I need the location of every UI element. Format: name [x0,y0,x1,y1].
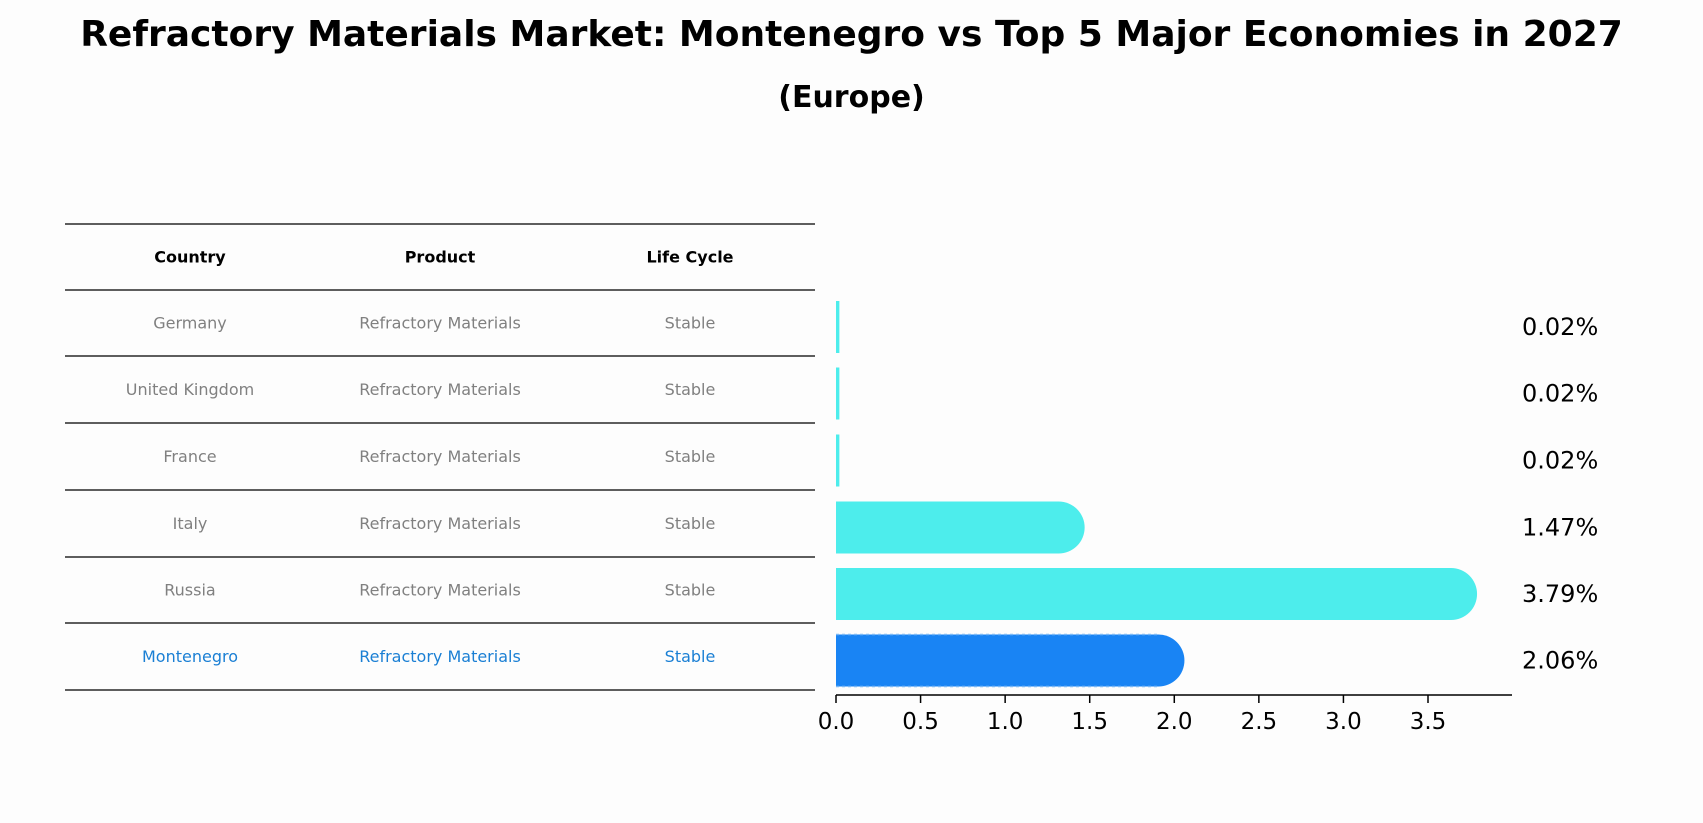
bar-italy [836,501,1085,554]
chart-subtitle: (Europe) [778,80,925,115]
header-country: Country [154,248,226,267]
cell-product: Refractory Materials [359,314,521,333]
value-label: 0.02% [1522,447,1598,475]
value-label: 0.02% [1522,380,1598,408]
cell-lifecycle: Stable [665,514,716,533]
cell-lifecycle: Stable [665,447,716,466]
cell-country: France [163,447,216,466]
x-tick-label: 0.5 [902,709,939,735]
cell-product: Refractory Materials [359,380,521,399]
x-tick-label: 1.5 [1071,709,1108,735]
bar-russia [836,568,1478,620]
x-tick-label: 1.0 [987,709,1024,735]
cell-product: Refractory Materials [359,647,521,666]
bar-united-kingdom [836,367,840,420]
value-label: 2.06% [1522,647,1598,675]
cell-country: Italy [173,514,208,533]
x-tick-label: 0.0 [818,709,855,735]
cell-product: Refractory Materials [359,581,521,600]
bar-montenegro [836,634,1185,687]
header-lifecycle: Life Cycle [646,248,733,267]
cell-country: United Kingdom [126,380,254,399]
x-tick-label: 2.0 [1156,709,1193,735]
bar-germany [836,301,840,353]
value-label: 0.02% [1522,313,1598,341]
cell-lifecycle: Stable [665,314,716,333]
chart-title: Refractory Materials Market: Montenegro … [80,14,1623,55]
cell-lifecycle: Stable [665,581,716,600]
cell-country: Russia [164,581,215,600]
cell-lifecycle: Stable [665,380,716,399]
cell-country: Montenegro [142,647,238,666]
cell-product: Refractory Materials [359,447,521,466]
cell-product: Refractory Materials [359,514,521,533]
x-tick-label: 2.5 [1241,709,1278,735]
cell-country: Germany [153,314,227,333]
bar-france [836,434,840,487]
x-tick-label: 3.5 [1410,709,1447,735]
value-label: 1.47% [1522,514,1598,542]
header-product: Product [405,248,476,267]
value-label: 3.79% [1522,580,1598,608]
cell-lifecycle: Stable [665,647,716,666]
x-tick-label: 3.0 [1325,709,1362,735]
